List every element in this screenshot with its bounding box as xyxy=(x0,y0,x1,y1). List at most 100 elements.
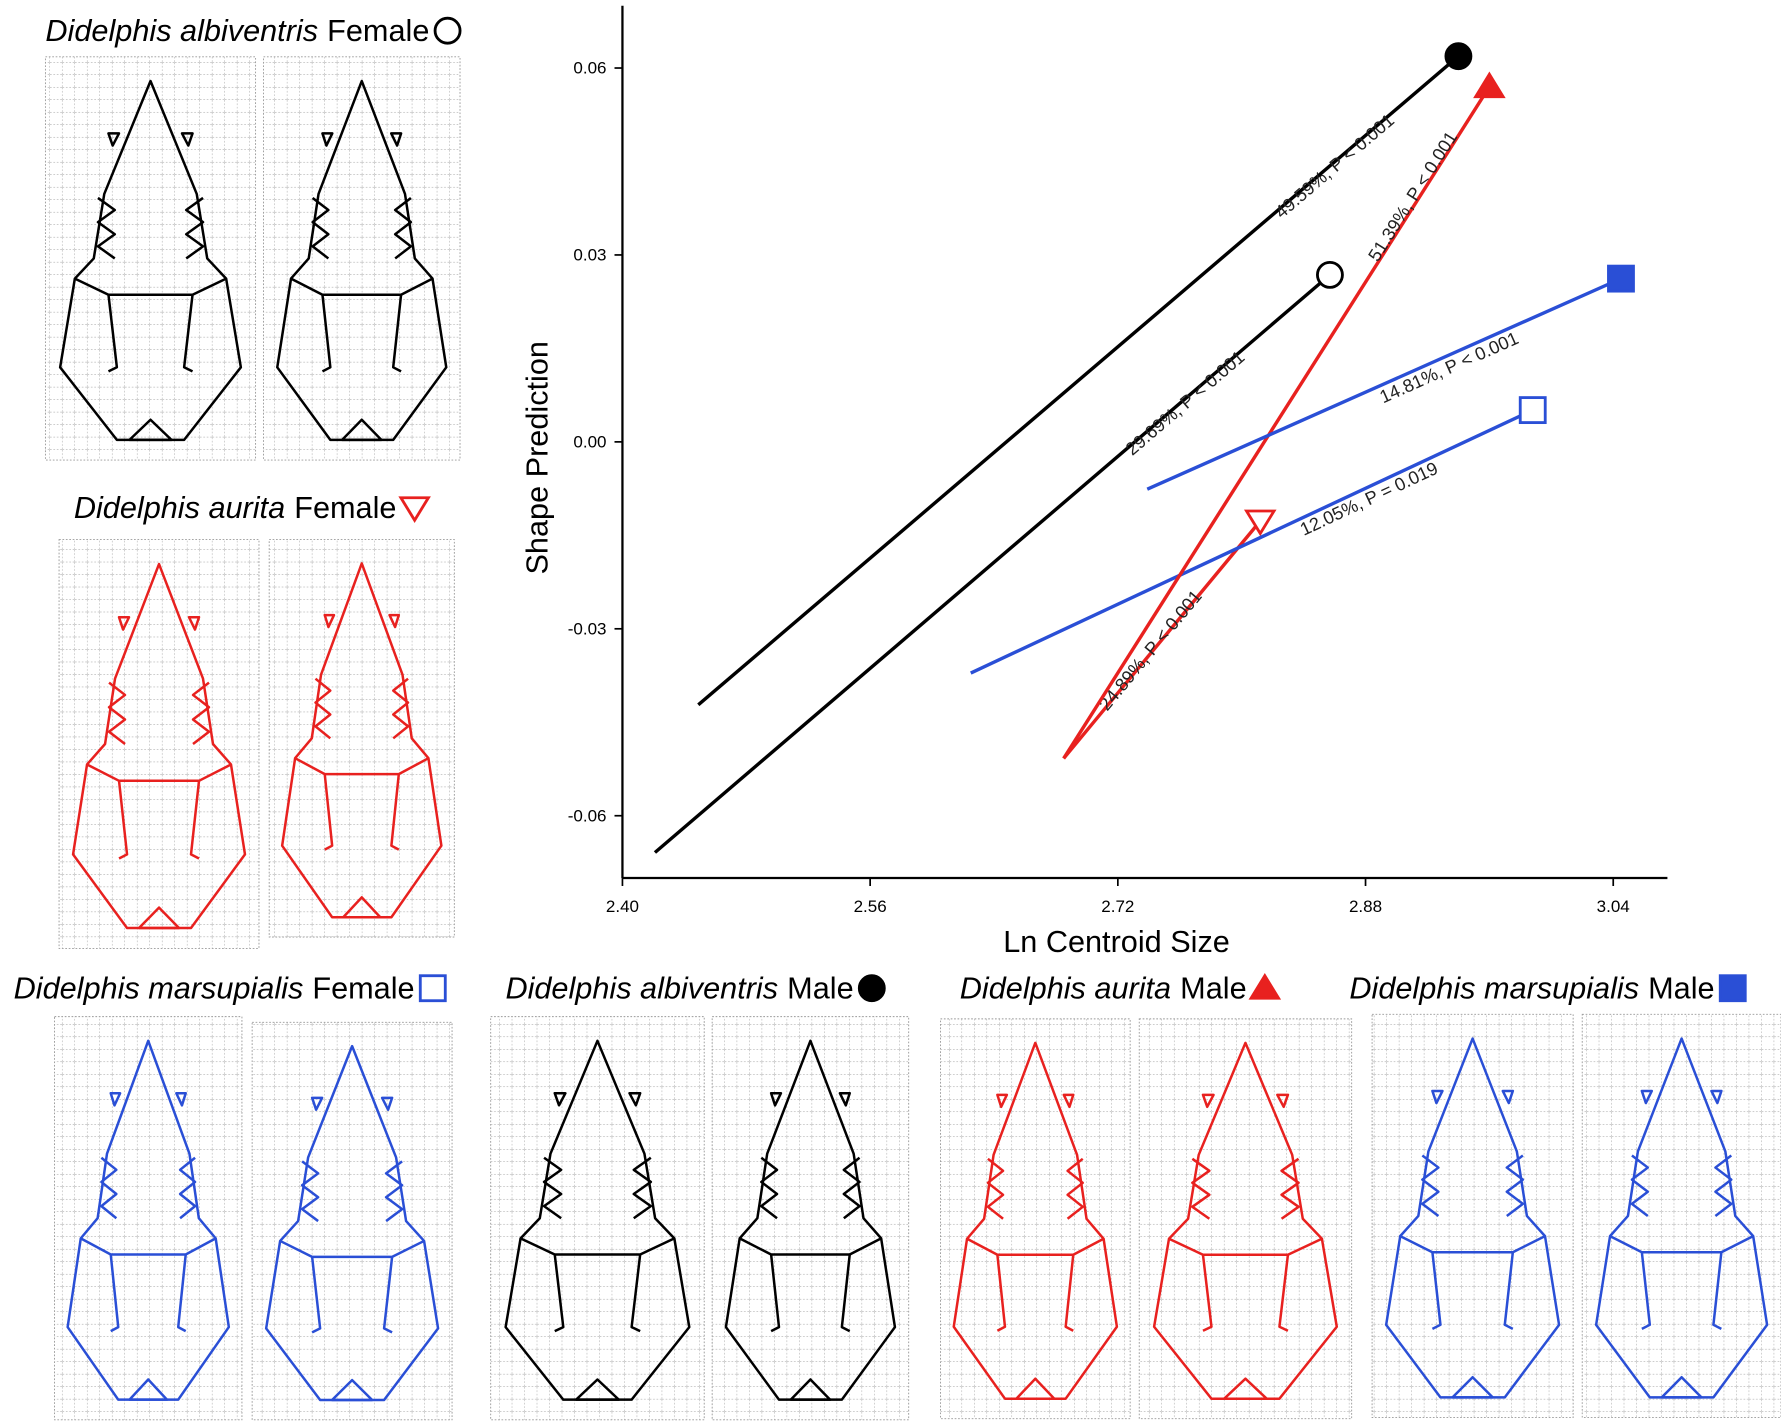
skull-basal xyxy=(137,906,181,930)
skull-canine xyxy=(389,132,403,147)
skull-panel xyxy=(251,1021,453,1421)
marker xyxy=(1607,264,1635,293)
skull-teeth xyxy=(632,1156,653,1220)
skull-teeth xyxy=(178,1156,197,1220)
skull-teeth xyxy=(191,681,211,745)
skull-canine xyxy=(1501,1089,1515,1105)
regression-line xyxy=(1062,85,1491,760)
legend-marker xyxy=(1718,974,1747,1003)
skull-teeth xyxy=(842,1156,861,1220)
skull-teeth xyxy=(1421,1154,1440,1217)
panel-label: Didelphis aurita Female xyxy=(74,491,397,525)
species-name: Didelphis marsupialis xyxy=(1349,971,1639,1005)
deformation-grid xyxy=(263,56,461,461)
skull-canine xyxy=(838,1091,851,1107)
skull-panel xyxy=(44,56,257,461)
skull-palate xyxy=(520,1237,675,1256)
panel-label: Didelphis marsupialis Female xyxy=(14,971,415,1005)
skull-panel xyxy=(1581,1013,1781,1419)
skull-canine xyxy=(1062,1093,1075,1109)
x-tick-label: 3.04 xyxy=(1597,897,1630,916)
skull-basal xyxy=(574,1378,621,1401)
skull-inner xyxy=(996,1254,1007,1332)
regression-line xyxy=(653,273,1332,854)
panel-label: Didelphis albiventris Male xyxy=(505,971,853,1005)
x-tick-label: 2.56 xyxy=(854,897,887,916)
skull-panel xyxy=(940,1018,1131,1420)
skull-palate xyxy=(74,277,227,296)
skull-basal xyxy=(1660,1375,1703,1399)
skull-basal xyxy=(330,1378,374,1402)
skull-teeth xyxy=(311,196,330,260)
x-tick-label: 2.72 xyxy=(1101,897,1134,916)
skull-canine xyxy=(1640,1089,1654,1105)
sex-label: Female xyxy=(294,491,396,525)
skull-inner xyxy=(1278,1254,1290,1332)
skull-teeth xyxy=(184,196,205,260)
species-name: Didelphis albiventris xyxy=(505,971,778,1005)
skull-teeth xyxy=(1280,1157,1300,1220)
skull-teeth xyxy=(1630,1154,1650,1217)
x-tick-label: 2.40 xyxy=(606,897,639,916)
skull-canine xyxy=(117,615,131,631)
skull-inner xyxy=(630,1254,642,1333)
skull-palate xyxy=(1609,1234,1754,1254)
skull-palate xyxy=(86,763,232,783)
skull-palate xyxy=(294,757,430,776)
skull-panel xyxy=(711,1016,910,1421)
annotation: 49.59%, P < 0.001 xyxy=(1271,110,1398,222)
legend-marker xyxy=(418,974,447,1003)
panel-label: Didelphis aurita Male xyxy=(960,971,1247,1005)
skull-panel xyxy=(1138,1018,1353,1420)
skull-teeth xyxy=(384,1160,404,1223)
deformation-grid xyxy=(1138,1018,1353,1420)
skull-palate xyxy=(966,1237,1105,1257)
skull-teeth xyxy=(986,1157,1005,1220)
skull-palate xyxy=(1399,1234,1546,1254)
skull-canine xyxy=(1276,1093,1290,1109)
skull-basal xyxy=(1015,1377,1056,1400)
skull-basal xyxy=(1222,1377,1268,1400)
deformation-grid xyxy=(711,1016,910,1421)
skull-teeth xyxy=(300,1160,320,1223)
skull-inner xyxy=(189,780,201,860)
deformation-grid xyxy=(1371,1013,1574,1419)
skull-inner xyxy=(1064,1254,1075,1332)
x-axis-title: Ln Centroid Size xyxy=(1003,925,1230,959)
y-tick-label: 0.06 xyxy=(573,59,606,78)
skull-inner xyxy=(321,294,332,373)
legend-marker xyxy=(1248,972,1282,1000)
skull-canine xyxy=(553,1091,567,1107)
skull-inner xyxy=(1201,1254,1213,1332)
y-tick-label: 0.03 xyxy=(573,246,606,265)
skull-inner xyxy=(553,1254,565,1333)
skull-inner xyxy=(382,1256,394,1334)
skull-basal xyxy=(340,418,383,442)
annotation: 14.81%, P < 0.001 xyxy=(1377,328,1522,407)
skull-teeth xyxy=(314,677,332,740)
regression-line xyxy=(697,54,1460,707)
skull-canine xyxy=(1431,1089,1444,1105)
skull-inner xyxy=(840,1254,851,1333)
skull-panel xyxy=(268,539,455,938)
sex-label: Female xyxy=(312,971,414,1005)
skull-inner xyxy=(390,773,401,851)
skull-canine xyxy=(109,1091,122,1107)
skull-inner xyxy=(1503,1252,1515,1330)
skull-basal xyxy=(128,418,173,442)
skull-canine xyxy=(380,1096,394,1111)
marker xyxy=(1444,42,1473,71)
skull-teeth xyxy=(100,1156,118,1220)
species-name: Didelphis marsupialis xyxy=(14,971,304,1005)
annotation: 12.05%, P = 0.019 xyxy=(1297,458,1441,540)
deformation-grid xyxy=(1581,1013,1781,1419)
skull-palate xyxy=(1168,1237,1323,1257)
skull-palate xyxy=(80,1237,217,1256)
species-name: Didelphis aurita xyxy=(74,491,285,525)
skull-inner xyxy=(117,780,129,860)
skull-inner xyxy=(310,1256,322,1334)
marker xyxy=(1316,260,1344,289)
skull-canine xyxy=(769,1091,783,1107)
skull-canine xyxy=(107,132,121,147)
skull-canine xyxy=(187,615,201,631)
